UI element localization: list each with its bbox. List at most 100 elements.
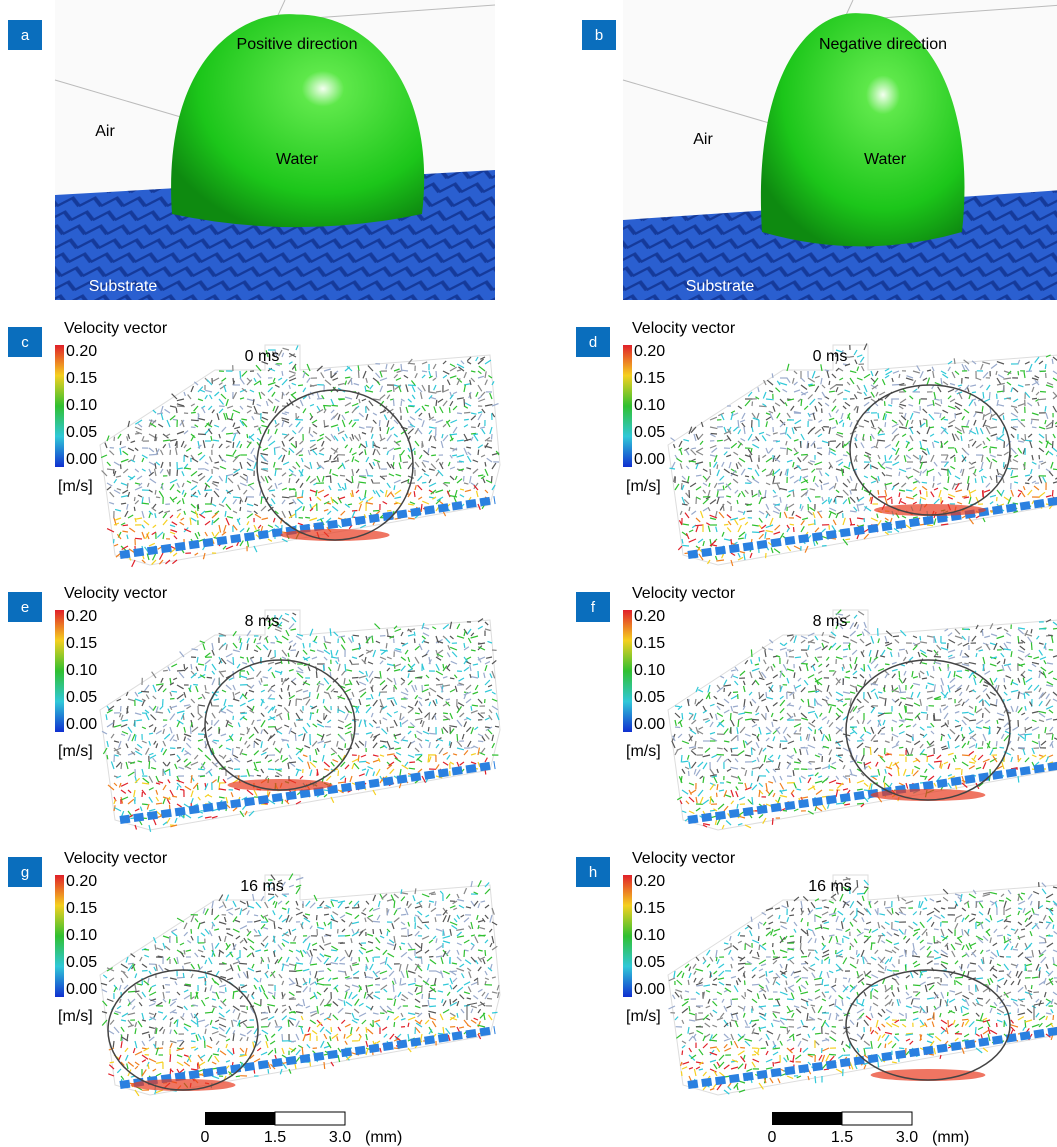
- velocity-vector: [233, 442, 234, 448]
- velocity-vector: [324, 420, 325, 426]
- velocity-vector: [759, 657, 760, 662]
- velocity-vector: [257, 643, 261, 644]
- velocity-vector: [190, 727, 191, 734]
- velocity-vector: [492, 434, 493, 439]
- velocity-vector: [899, 747, 903, 748]
- velocity-vector: [359, 761, 366, 762]
- velocity-vector: [149, 497, 150, 503]
- velocity-vector: [457, 413, 462, 414]
- velocity-vector: [176, 408, 177, 413]
- velocity-vector: [183, 715, 184, 720]
- velocity-vector: [1053, 719, 1057, 720]
- velocity-vector: [1011, 468, 1018, 469]
- velocity-vector: [997, 455, 1002, 456]
- velocity-vector: [1011, 419, 1018, 420]
- velocity-vector: [290, 650, 296, 651]
- velocity-vector: [156, 437, 157, 441]
- velocity-vector: [373, 511, 379, 512]
- velocity-vector: [351, 664, 359, 665]
- colorbar: [623, 345, 632, 467]
- velocity-vector: [800, 441, 801, 448]
- velocity-vector: [836, 748, 841, 749]
- velocity-vector: [1039, 455, 1040, 459]
- velocity-vector: [121, 763, 122, 769]
- velocity-vector: [885, 401, 886, 406]
- velocity-vector: [780, 448, 786, 449]
- time-label: 8 ms: [245, 613, 280, 630]
- velocity-vector: [989, 726, 990, 734]
- velocity-vector: [155, 490, 156, 495]
- velocity-vector: [821, 485, 822, 490]
- velocity-vector: [429, 712, 430, 720]
- velocity-vector: [922, 482, 927, 483]
- colorbar-tick: 0.15: [66, 635, 97, 652]
- velocity-vector: [134, 507, 135, 511]
- velocity-vector: [409, 363, 415, 364]
- velocity-vector: [871, 465, 872, 470]
- velocity-vector: [1003, 415, 1004, 420]
- velocity-vector: [257, 720, 261, 721]
- velocity-vector: [738, 720, 739, 727]
- velocity-vector: [309, 427, 310, 434]
- velocity-vector: [983, 518, 985, 522]
- velocity-vector: [464, 476, 465, 481]
- flow-field: dVelocity vector0.200.150.100.050.00[m/s…: [576, 320, 1057, 566]
- water-label: Water: [276, 151, 319, 168]
- velocity-vector: [1031, 420, 1032, 424]
- velocity-vector: [135, 800, 136, 804]
- velocity-vector: [338, 657, 339, 662]
- velocity-vector: [996, 741, 997, 746]
- velocity-vector: [900, 720, 906, 721]
- velocity-vector: [409, 768, 415, 769]
- velocity-vector: [409, 406, 415, 407]
- velocity-vector: [197, 505, 198, 511]
- velocity-vector: [191, 427, 196, 428]
- velocity-vector: [136, 720, 142, 721]
- velocity-vector: [422, 685, 423, 692]
- velocity-vector: [1007, 468, 1011, 469]
- velocity-vector: [961, 426, 969, 427]
- velocity-vector: [491, 476, 492, 483]
- velocity-vector: [330, 476, 331, 483]
- velocity-vector: [920, 490, 921, 494]
- velocity-vector: [170, 770, 171, 776]
- velocity-vector: [422, 482, 426, 483]
- velocity-vector: [696, 475, 701, 476]
- velocity-vector: [780, 512, 781, 518]
- velocity-vector: [471, 427, 476, 428]
- velocity-vector: [759, 692, 760, 698]
- velocity-vector: [941, 399, 942, 404]
- velocity-vector: [142, 804, 148, 805]
- velocity-vector: [944, 419, 948, 420]
- legend-title: Velocity vector: [64, 585, 168, 602]
- velocity-vector: [997, 391, 1003, 392]
- velocity-vector: [339, 399, 345, 400]
- velocity-vector: [772, 483, 780, 484]
- velocity-vector: [691, 448, 696, 449]
- velocity-vector: [899, 493, 900, 498]
- velocity-vector: [191, 412, 196, 413]
- velocity-vector: [114, 469, 115, 474]
- velocity-vector: [390, 727, 394, 728]
- velocity-vector: [711, 434, 717, 435]
- velocity-vector: [289, 692, 290, 697]
- panel-label: c: [21, 334, 29, 351]
- velocity-vector: [1018, 636, 1019, 643]
- velocity-vector: [670, 468, 676, 469]
- colorbar-tick: 0.20: [66, 608, 97, 625]
- velocity-vector: [197, 785, 198, 790]
- velocity-vector: [1028, 656, 1032, 657]
- velocity-vector: [730, 713, 731, 720]
- velocity-vector: [1046, 733, 1053, 734]
- velocity-vector: [814, 443, 815, 448]
- velocity-vector: [386, 643, 387, 648]
- velocity-vector: [121, 464, 122, 469]
- velocity-vector: [184, 664, 185, 669]
- velocity-vector: [748, 468, 752, 469]
- velocity-vector: [1004, 462, 1005, 467]
- velocity-vector: [414, 491, 415, 497]
- velocity-vector: [340, 475, 345, 476]
- velocity-vector: [920, 462, 927, 463]
- velocity-vector: [289, 478, 290, 483]
- velocity-vector: [325, 727, 331, 728]
